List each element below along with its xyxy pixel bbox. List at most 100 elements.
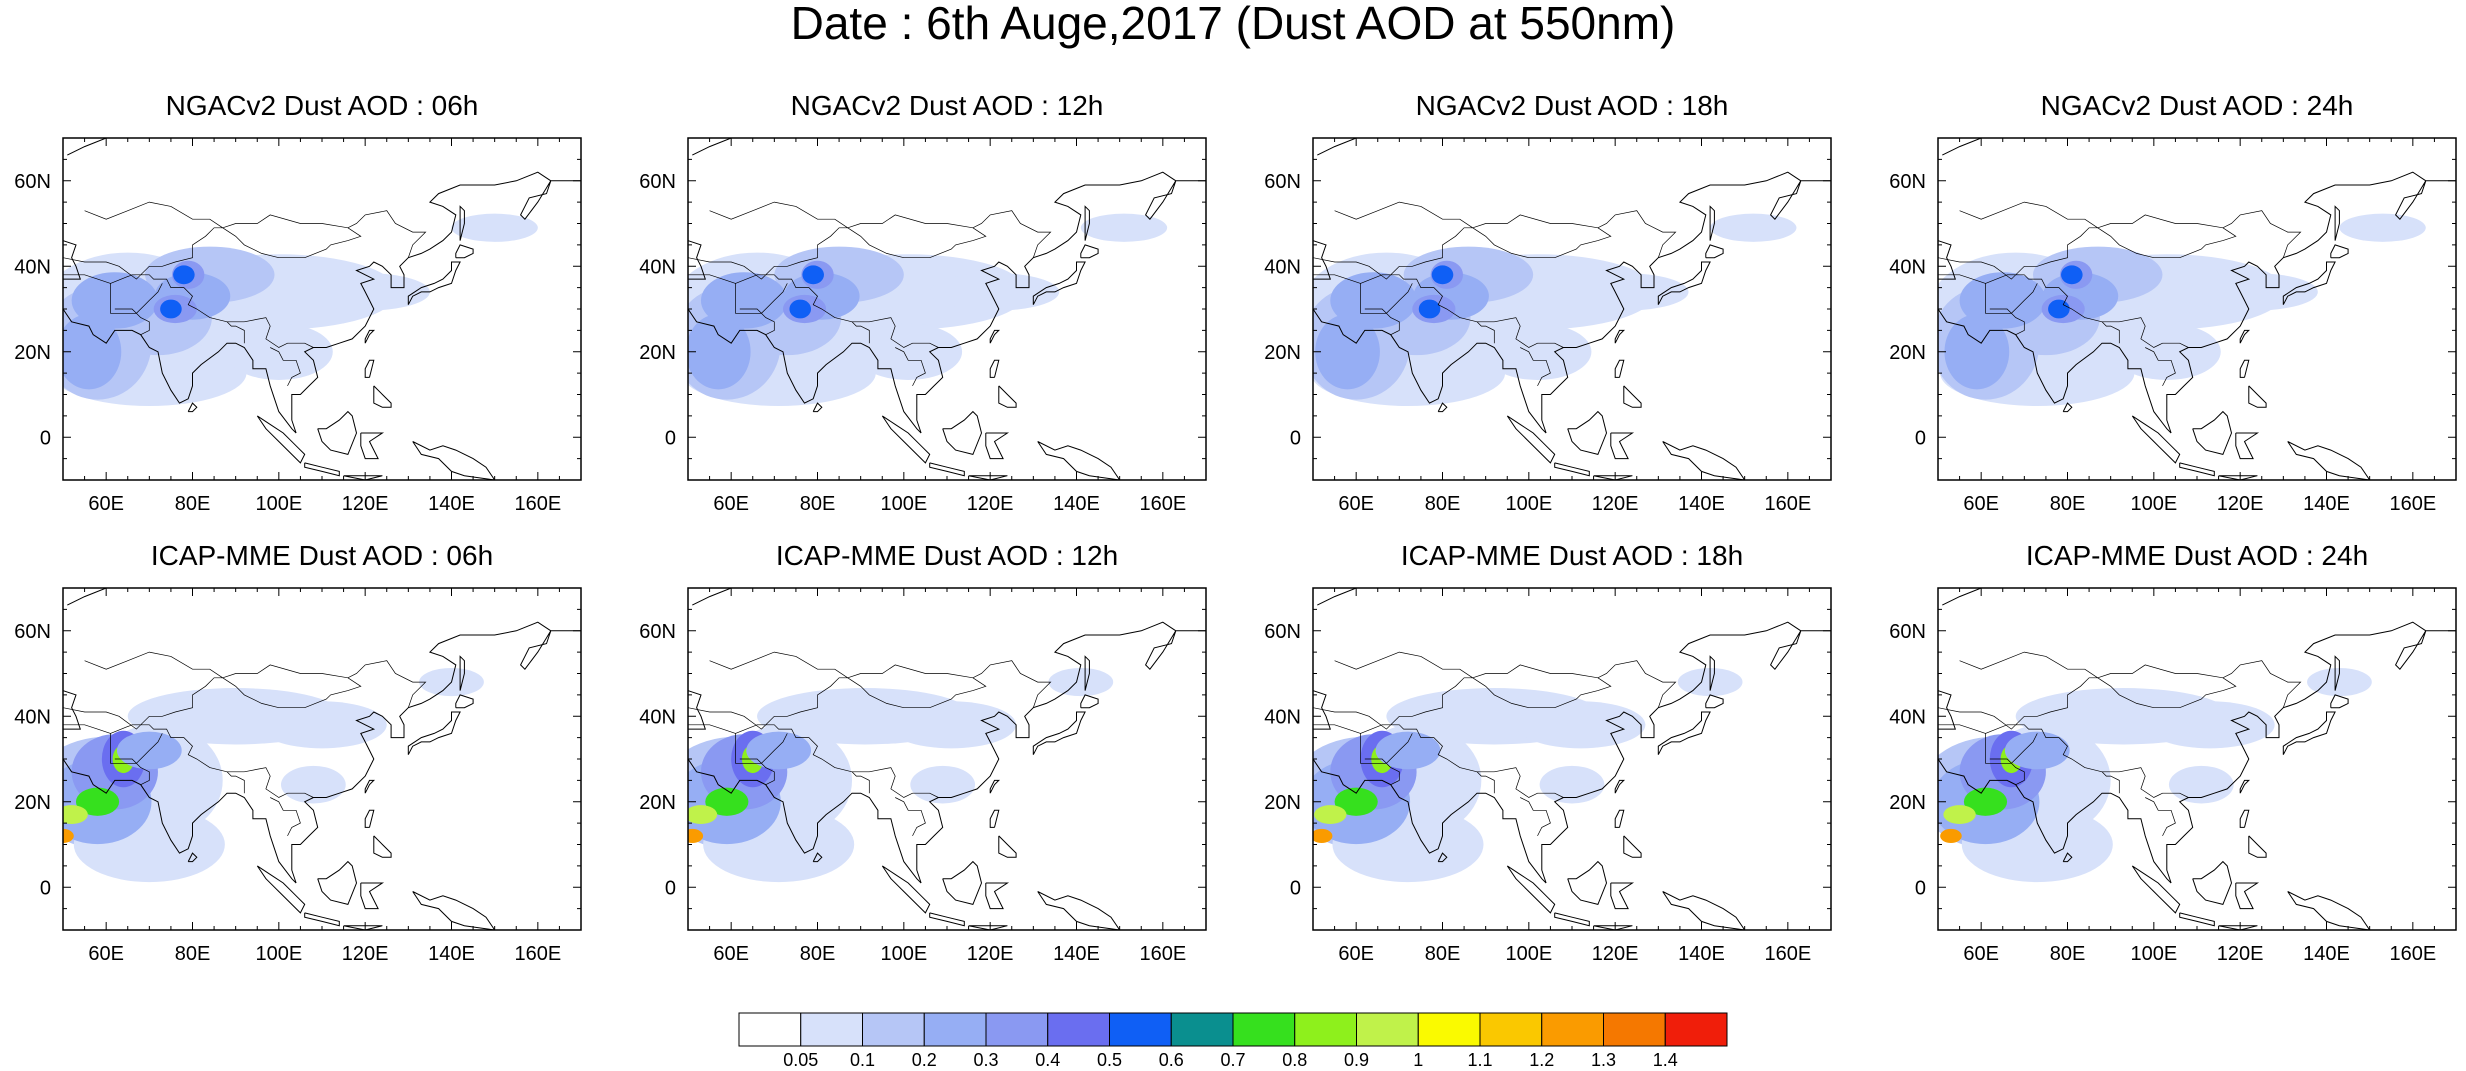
map-panel: 60E 80E 100E 120E 140E 160E 60N 40N 20N 0 (1264, 587, 1832, 965)
lon-tick-label: 100E (880, 943, 927, 965)
lat-tick-label: 60N (1889, 171, 1926, 193)
lon-tick-label: 160E (1139, 943, 1186, 965)
dust-area (2145, 701, 2275, 749)
lat-tick-label: 20N (1889, 342, 1926, 364)
lat-tick-label: 40N (1889, 256, 1926, 278)
lat-tick-label: 40N (1264, 256, 1301, 278)
colorbar-label: 1.1 (1467, 1050, 1493, 1070)
panel-title: NGACv2 Dust AOD : 06h (165, 90, 479, 121)
dust-area (1334, 787, 1378, 816)
colorbar (738, 1012, 1728, 1047)
lat-tick-label: 20N (1264, 792, 1301, 814)
colorbar-swatch (1232, 1012, 1296, 1047)
lon-tick-label: 140E (2303, 943, 2350, 965)
dust-area (2112, 323, 2221, 380)
dust-area (1944, 314, 2010, 390)
lat-tick-label: 0 (1290, 877, 1301, 899)
lat-tick-label: 60N (639, 171, 676, 193)
lon-tick-label: 100E (2130, 943, 2177, 965)
lat-tick-label: 20N (639, 342, 676, 364)
dust-area (451, 213, 538, 242)
lon-tick-label: 60E (713, 493, 749, 515)
lon-tick-label: 100E (1505, 943, 1552, 965)
map-panel: 60E 80E 100E 120E 140E 160E 60N 40N 20N 0 (639, 137, 1207, 515)
lon-tick-label: 140E (428, 493, 475, 515)
panel-title: ICAP-MME Dust AOD : 18h (1400, 540, 1744, 571)
dust-area (2307, 667, 2372, 697)
lat-tick-label: 40N (1264, 706, 1301, 728)
dust-area (1940, 828, 1962, 844)
lon-tick-label: 80E (2050, 493, 2086, 515)
lat-tick-label: 0 (40, 427, 51, 449)
dust-area (2048, 299, 2070, 319)
lat-tick-label: 40N (14, 706, 51, 728)
colorbar-label: 0.6 (1158, 1050, 1184, 1070)
lon-tick-label: 120E (2217, 943, 2264, 965)
borders (63, 651, 427, 837)
lat-tick-label: 20N (639, 792, 676, 814)
colorbar-label: 0.8 (1282, 1050, 1308, 1070)
dust-area (688, 828, 704, 844)
lon-tick-label: 160E (2389, 943, 2436, 965)
dust-area (1375, 731, 1441, 770)
lon-tick-label: 100E (255, 943, 302, 965)
dust-area (789, 299, 812, 319)
lon-tick-label: 120E (1592, 943, 1639, 965)
lat-tick-label: 20N (1264, 342, 1301, 364)
dust-area (1315, 314, 1380, 390)
dust-area (63, 828, 74, 844)
lat-tick-label: 40N (14, 256, 51, 278)
lon-tick-label: 120E (2217, 493, 2264, 515)
dust-area (1080, 213, 1168, 242)
dust-field (63, 213, 538, 407)
borders (1313, 651, 1677, 837)
colorbar-swatch (1541, 1012, 1604, 1047)
lon-tick-label: 60E (1963, 493, 1999, 515)
colorbar-label: 0.3 (973, 1050, 999, 1070)
map-panel: 60E 80E 100E 120E 140E 160E 60N 40N 20N 0 (1889, 137, 2457, 515)
lon-tick-label: 120E (967, 493, 1014, 515)
dust-area (173, 265, 195, 285)
colorbar-label: 0.5 (1096, 1050, 1123, 1070)
map-panel: 60E 80E 100E 120E 140E 160E 60N 40N 20N 0 (1889, 587, 2457, 965)
dust-area (1515, 701, 1646, 749)
colorbar-label: 1.4 (1652, 1050, 1678, 1070)
panel-title: NGACv2 Dust AOD : 18h (1415, 90, 1729, 121)
colorbar-swatch (923, 1012, 987, 1047)
colorbar-swatch (1294, 1012, 1357, 1047)
colorbar-swatch (1664, 1012, 1728, 1047)
colorbar-swatch (1170, 1012, 1234, 1047)
lon-tick-label: 100E (2130, 493, 2177, 515)
lon-tick-label: 120E (342, 943, 389, 965)
lat-tick-label: 60N (639, 621, 676, 643)
lon-tick-label: 140E (1678, 943, 1725, 965)
lon-tick-label: 140E (2303, 493, 2350, 515)
lon-tick-label: 120E (1592, 493, 1639, 515)
dust-field (63, 667, 484, 883)
lon-tick-label: 120E (342, 493, 389, 515)
lon-tick-label: 140E (1053, 493, 1100, 515)
lon-tick-label: 160E (514, 943, 561, 965)
lat-tick-label: 60N (1264, 621, 1301, 643)
lat-tick-label: 0 (665, 427, 676, 449)
dust-area (2168, 765, 2234, 804)
panel-title: NGACv2 Dust AOD : 24h (2040, 90, 2354, 121)
colorbar-label: 1.3 (1590, 1050, 1617, 1070)
dust-area (910, 765, 976, 804)
map-panel: 60E 80E 100E 120E 140E 160E 60N 40N 20N 0 (14, 137, 582, 515)
lon-tick-label: 140E (1053, 943, 1100, 965)
dust-area (1963, 787, 2008, 816)
coastlines (63, 138, 581, 480)
lon-tick-label: 80E (800, 493, 836, 515)
colorbar-swatch (1479, 1012, 1543, 1047)
lon-tick-label: 60E (1338, 493, 1374, 515)
borders (1938, 201, 2302, 387)
dust-area (1431, 265, 1454, 285)
lon-tick-label: 60E (1963, 943, 1999, 965)
dust-area (705, 787, 749, 816)
colorbar-swatch (985, 1012, 1049, 1047)
lat-tick-label: 40N (639, 256, 676, 278)
colorbar-label: 0.4 (1035, 1050, 1061, 1070)
lon-tick-label: 160E (1139, 493, 1186, 515)
dust-area (2339, 213, 2426, 242)
